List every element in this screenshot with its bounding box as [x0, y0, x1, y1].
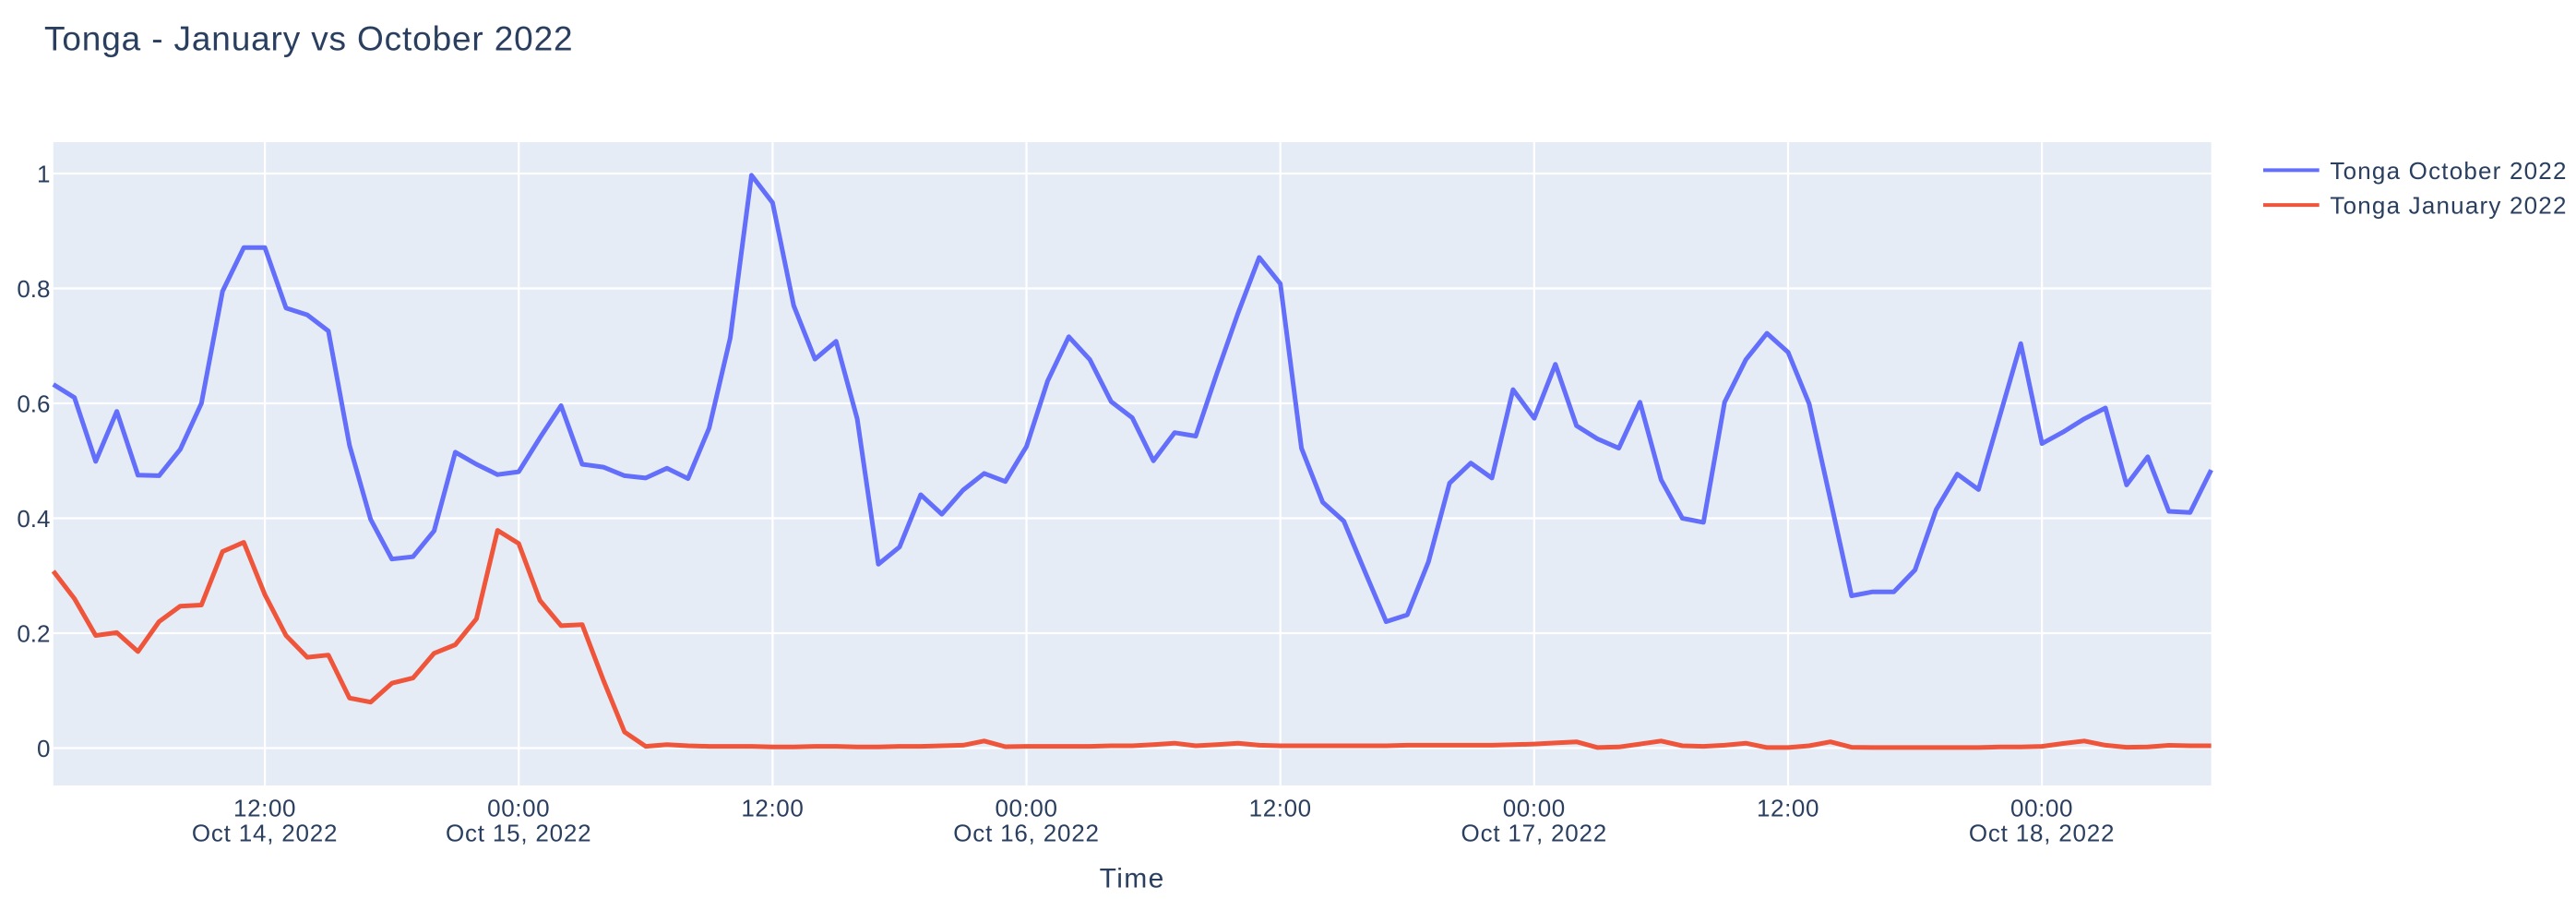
svg-text:Tonga October 2022: Tonga October 2022 — [2330, 157, 2567, 185]
svg-text:12:00: 12:00 — [1249, 795, 1312, 822]
svg-text:Tonga January 2022: Tonga January 2022 — [2330, 192, 2567, 220]
svg-text:12:00: 12:00 — [1757, 795, 1819, 822]
svg-text:Tonga - January vs October 202: Tonga - January vs October 2022 — [44, 20, 573, 58]
svg-text:Oct 18, 2022: Oct 18, 2022 — [1969, 820, 2115, 847]
svg-text:Time: Time — [1100, 864, 1165, 894]
svg-text:00:00: 00:00 — [995, 795, 1057, 822]
svg-text:00:00: 00:00 — [2010, 795, 2073, 822]
svg-text:12:00: 12:00 — [741, 795, 804, 822]
svg-text:0.4: 0.4 — [17, 505, 50, 533]
svg-text:0.2: 0.2 — [17, 619, 50, 647]
svg-text:00:00: 00:00 — [1503, 795, 1566, 822]
svg-text:0: 0 — [37, 735, 50, 762]
svg-text:Oct 17, 2022: Oct 17, 2022 — [1461, 820, 1607, 847]
svg-text:Oct 14, 2022: Oct 14, 2022 — [192, 820, 338, 847]
svg-text:00:00: 00:00 — [487, 795, 550, 822]
svg-text:12:00: 12:00 — [233, 795, 296, 822]
svg-text:1: 1 — [37, 160, 50, 187]
svg-text:Oct 15, 2022: Oct 15, 2022 — [446, 820, 591, 847]
svg-text:0.6: 0.6 — [17, 390, 50, 417]
svg-text:0.8: 0.8 — [17, 275, 50, 303]
svg-text:Oct 16, 2022: Oct 16, 2022 — [953, 820, 1099, 847]
